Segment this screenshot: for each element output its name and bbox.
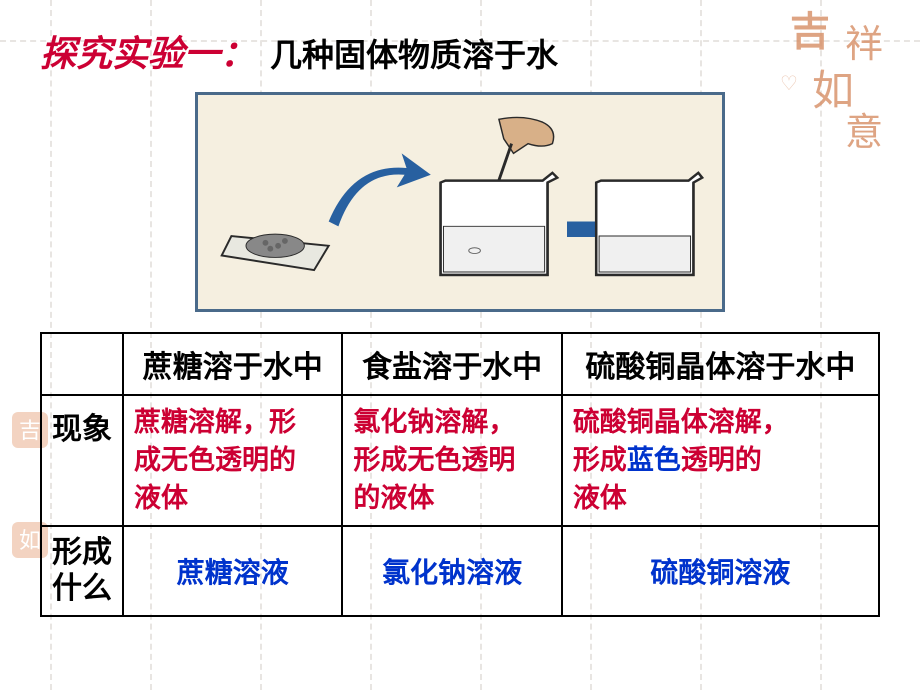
formation-row: 形成什么 蔗糖溶液 氯化钠溶液 硫酸铜溶液 — [41, 526, 879, 616]
formation-sugar: 蔗糖溶液 — [123, 526, 342, 616]
diagram-svg — [198, 95, 722, 309]
header-empty-cell — [41, 333, 123, 395]
table-header-row: 蔗糖溶于水中 食盐溶于水中 硫酸铜晶体溶于水中 — [41, 333, 879, 395]
experiment-table: 蔗糖溶于水中 食盐溶于水中 硫酸铜晶体溶于水中 现象 蔗糖溶解，形 成无色透明的… — [40, 332, 880, 617]
phenomenon-sugar: 蔗糖溶解，形 成无色透明的 液体 — [123, 395, 342, 526]
powder-on-paper-icon — [222, 234, 329, 270]
main-content: 探究实验一： 几种固体物质溶于水 — [0, 0, 920, 642]
header-copper: 硫酸铜晶体溶于水中 — [562, 333, 879, 395]
header-salt: 食盐溶于水中 — [342, 333, 561, 395]
title-red-part: 探究实验一： — [40, 34, 256, 74]
beaker-stirring-icon — [441, 117, 558, 275]
phenomenon-copper: 硫酸铜晶体溶解， 形成蓝色透明的 液体 — [562, 395, 879, 526]
arrow-1-icon — [329, 153, 431, 226]
row-label-formation: 形成什么 — [41, 526, 123, 616]
beaker-result-icon — [596, 173, 702, 275]
title-black-part: 几种固体物质溶于水 — [270, 37, 558, 73]
experiment-diagram — [195, 92, 725, 312]
page-title: 探究实验一： 几种固体物质溶于水 — [40, 25, 880, 77]
formation-salt: 氯化钠溶液 — [342, 526, 561, 616]
phenomenon-row: 现象 蔗糖溶解，形 成无色透明的 液体 氯化钠溶解， 形成无色透明 的液体 硫酸… — [41, 395, 879, 526]
formation-copper: 硫酸铜溶液 — [562, 526, 879, 616]
phenomenon-salt: 氯化钠溶解， 形成无色透明 的液体 — [342, 395, 561, 526]
header-sugar: 蔗糖溶于水中 — [123, 333, 342, 395]
row-label-phenomenon: 现象 — [41, 395, 123, 526]
